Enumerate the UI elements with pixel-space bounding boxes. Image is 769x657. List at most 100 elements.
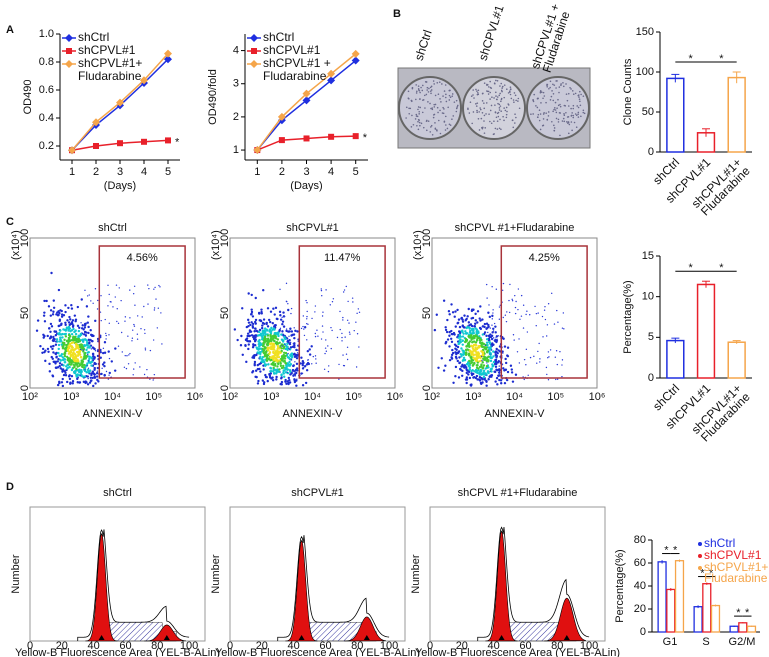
flow-event [57, 288, 61, 292]
flow-event [330, 326, 332, 329]
flow-event [538, 342, 540, 345]
flow-event [557, 321, 559, 323]
flow-event [491, 314, 494, 318]
colony-texture [489, 120, 491, 123]
colony-texture [552, 83, 554, 86]
colony-texture [481, 100, 484, 102]
x-tick-label: 10⁵ [547, 391, 564, 403]
colony-texture [509, 88, 512, 90]
flow-event [249, 323, 252, 327]
flow-event [533, 355, 535, 358]
x-tick-label: G1 [663, 636, 678, 648]
flow-event [247, 292, 250, 295]
flow-event [256, 382, 260, 385]
flow-event [346, 346, 349, 348]
colony-texture [447, 106, 449, 109]
flow-event [127, 335, 129, 337]
flow-event [134, 362, 136, 364]
flow-event [270, 369, 273, 373]
colony-texture [567, 121, 570, 124]
colony-texture [425, 93, 428, 96]
flow-event [504, 314, 507, 316]
flow-event [100, 372, 103, 376]
colony-texture [437, 119, 440, 122]
flow-event [487, 331, 489, 334]
flow-event [475, 366, 479, 369]
flow-event [450, 357, 454, 360]
colony-texture [445, 100, 448, 103]
flow-event [282, 311, 285, 314]
flow-event [466, 332, 469, 335]
plot-frame [29, 237, 196, 389]
flow-event [314, 355, 317, 357]
significance-label: * [719, 262, 724, 274]
colony-texture [419, 98, 421, 100]
colony-texture [571, 129, 573, 132]
colony-texture [453, 101, 456, 103]
colony-texture [583, 112, 586, 115]
flow-event [63, 338, 66, 342]
flow-event [461, 320, 465, 323]
x-axis-label: ANNEXIN-V [485, 408, 546, 420]
flow-event [244, 344, 247, 348]
flow-event [120, 331, 123, 334]
flow-event [105, 332, 107, 335]
flow-event [275, 355, 279, 359]
colony-texture [421, 89, 424, 92]
flow-event [266, 329, 269, 332]
flow-event [64, 332, 68, 336]
flow-event [546, 324, 549, 326]
flow-event [89, 376, 93, 380]
flow-event [290, 334, 293, 337]
flow-event [343, 365, 346, 367]
flow-event [479, 368, 482, 372]
flow-event [133, 285, 136, 287]
flow-event [541, 315, 544, 318]
flow-event [82, 340, 85, 343]
y-tick-label: 80 [634, 534, 646, 546]
flow-event [492, 312, 494, 314]
flow-event [266, 343, 269, 347]
flow-event [57, 313, 60, 317]
flow-event [349, 333, 351, 335]
colony-texture [566, 116, 569, 118]
flow-event [492, 355, 495, 358]
flow-event [250, 321, 253, 324]
flow-event [544, 306, 546, 308]
colony-texture [487, 90, 490, 93]
bar [666, 77, 685, 153]
flow-event [115, 284, 118, 286]
flow-event [149, 349, 152, 352]
colony-texture [445, 124, 447, 126]
flow-event [95, 375, 99, 378]
flow-event [498, 318, 501, 320]
flow-event [129, 352, 131, 355]
flow-event [48, 370, 52, 373]
flow-event [257, 379, 260, 383]
colony-texture [553, 107, 556, 109]
colony-texture [575, 126, 578, 129]
flow-event [70, 332, 74, 336]
flow-event [107, 305, 109, 307]
colony-texture [507, 104, 510, 106]
colony-texture [475, 103, 477, 105]
colony-texture [569, 86, 571, 89]
legend-label: shCPVL#1+ Fludarabine [78, 56, 143, 83]
colony-texture [501, 87, 503, 89]
flow-event [486, 362, 488, 364]
flow-event [108, 357, 111, 360]
flow-event [327, 345, 329, 347]
colony-texture [582, 95, 585, 97]
flow-event [491, 345, 493, 348]
bar [729, 625, 739, 633]
flow-event [69, 381, 72, 384]
colony-texture [517, 100, 519, 102]
flow-event [87, 315, 90, 318]
flow-event [341, 336, 343, 339]
colony-texture [500, 128, 502, 131]
flow-event [46, 334, 49, 338]
panel-label: A [6, 24, 14, 36]
flow-event [99, 356, 102, 359]
flow-event [253, 353, 256, 357]
flow-event [467, 321, 471, 324]
